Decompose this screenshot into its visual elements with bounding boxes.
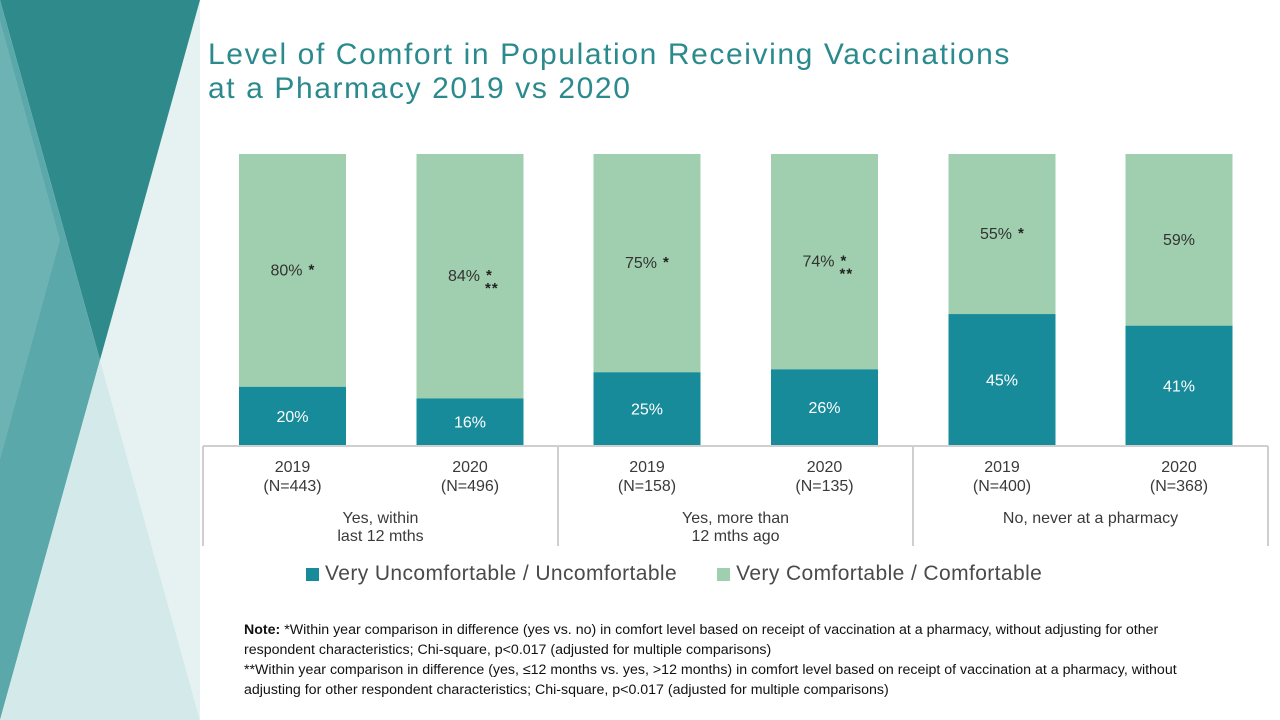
data-label-uncomfortable-3: 26% <box>808 400 840 417</box>
annotation-star-2: * <box>663 254 669 271</box>
bar-comfortable-4 <box>948 154 1056 315</box>
bar-uncomfortable-4 <box>948 314 1056 445</box>
annotation-star-3: * <box>841 253 847 270</box>
x-tick-n-5: (N=368) <box>1150 478 1208 495</box>
footnote-line-2: **Within year comparison in difference (… <box>244 662 1177 698</box>
x-tick-n-4: (N=400) <box>973 478 1031 495</box>
footnote-line-1: Note: *Within year comparison in differe… <box>244 620 1219 660</box>
bar-uncomfortable-0 <box>239 386 346 445</box>
x-tick-year-5: 2020 <box>1161 459 1197 476</box>
x-tick-n-0: (N=443) <box>263 478 321 495</box>
x-tick-n-1: (N=496) <box>441 478 499 495</box>
data-label-uncomfortable-4: 45% <box>986 373 1018 390</box>
bar-comfortable-0 <box>239 154 346 387</box>
decorative-side-panel <box>0 0 200 720</box>
chart-legend: Very Uncomfortable / Uncomfortable Very … <box>306 562 1082 586</box>
x-tick-n-3: (N=135) <box>795 478 853 495</box>
legend-label-comfortable: Very Comfortable / Comfortable <box>736 562 1043 585</box>
data-label-comfortable-5: 59% <box>1163 232 1195 249</box>
legend-item-comfortable: Very Comfortable / Comfortable <box>717 562 1042 586</box>
data-label-uncomfortable-1: 16% <box>454 415 486 432</box>
bar-comfortable-5 <box>1125 154 1233 326</box>
bar-comfortable-2 <box>593 154 701 373</box>
legend-swatch-comfortable <box>717 567 731 581</box>
title-line-2: at a Pharmacy 2019 vs 2020 <box>208 72 632 105</box>
data-label-comfortable-3: 74% <box>802 254 834 271</box>
slide-title: Level of Comfort in Population Receiving… <box>208 38 1248 106</box>
bar-uncomfortable-2 <box>593 372 701 445</box>
annotation-star-0: * <box>309 261 315 278</box>
bar-comfortable-3 <box>771 154 878 370</box>
x-tick-year-0: 2019 <box>275 459 311 476</box>
bar-uncomfortable-3 <box>771 369 878 445</box>
footnote: Note: *Within year comparison in differe… <box>244 620 1219 700</box>
legend-label-uncomfortable: Very Uncomfortable / Uncomfortable <box>325 562 678 585</box>
data-label-comfortable-2: 75% <box>625 255 657 272</box>
data-label-uncomfortable-5: 41% <box>1163 378 1195 395</box>
annotation-double-star-3: ** <box>840 266 854 283</box>
data-label-comfortable-0: 80% <box>270 262 302 279</box>
data-label-uncomfortable-2: 25% <box>631 402 663 419</box>
bar-uncomfortable-5 <box>1125 325 1233 445</box>
x-tick-year-1: 2020 <box>452 459 488 476</box>
data-label-comfortable-1: 84% <box>448 268 480 285</box>
annotation-star-4: * <box>1018 225 1024 242</box>
group-label-0-line2: last 12 mths <box>337 528 423 545</box>
group-label-1-line2: 12 mths ago <box>691 528 779 545</box>
x-tick-year-2: 2019 <box>629 459 665 476</box>
x-tick-year-4: 2019 <box>984 459 1020 476</box>
annotation-double-star-1: ** <box>485 280 499 297</box>
footnote-text-1: *Within year comparison in difference (y… <box>244 622 1159 658</box>
footnote-label: Note: <box>244 622 281 638</box>
bar-uncomfortable-1 <box>416 398 524 445</box>
group-label-1-line1: Yes, more than <box>682 510 789 527</box>
data-label-comfortable-4: 55% <box>980 226 1012 243</box>
group-label-2-line1: No, never at a pharmacy <box>1003 510 1178 527</box>
annotation-star-1: * <box>486 267 492 284</box>
x-tick-n-2: (N=158) <box>618 478 676 495</box>
group-label-0-line1: Yes, within <box>343 510 419 527</box>
x-tick-year-3: 2020 <box>807 459 843 476</box>
data-label-uncomfortable-0: 20% <box>276 409 308 426</box>
bar-comfortable-1 <box>416 154 524 399</box>
legend-swatch-uncomfortable <box>306 567 319 581</box>
title-line-1: Level of Comfort in Population Receiving… <box>208 38 1011 71</box>
legend-item-uncomfortable: Very Uncomfortable / Uncomfortable <box>306 562 677 586</box>
